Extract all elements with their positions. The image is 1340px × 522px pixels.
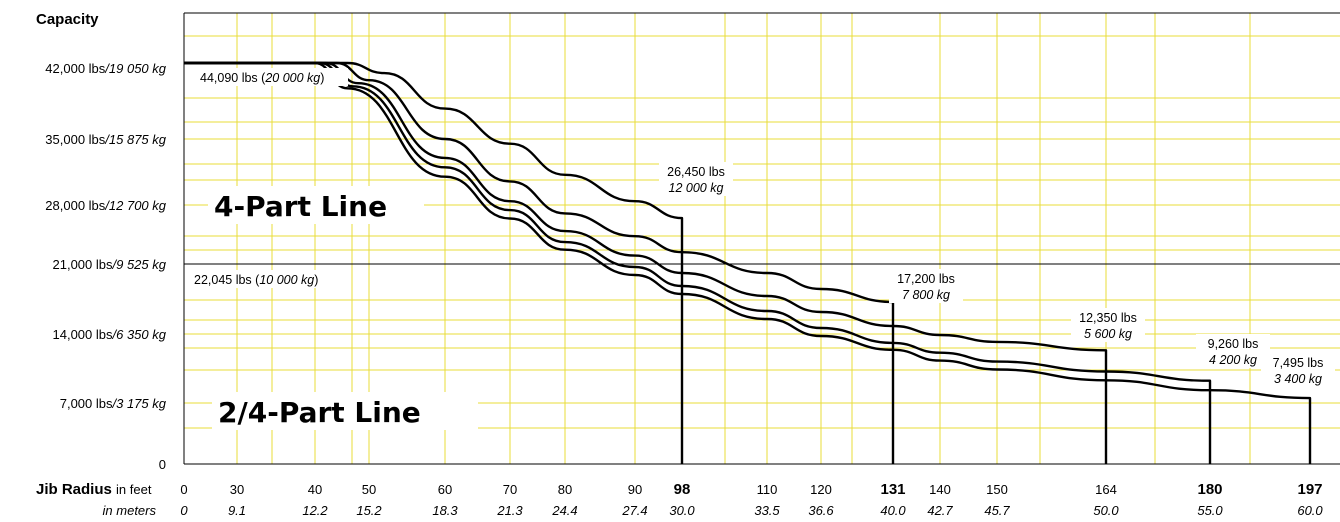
x-tick-label-ft: 180 (1197, 481, 1222, 498)
x-tick-label-m: 50.0 (1093, 503, 1119, 518)
y-tick-label: 7,000 lbs/3 175 kg (60, 396, 167, 411)
plot-frame (183, 12, 1340, 465)
x-tick-label-m: 21.3 (496, 503, 523, 518)
mode-divider-label-bg (190, 270, 350, 288)
load-curves (184, 61, 1312, 464)
mode-divider-label: 22,045 lbs (10 000 kg) (194, 273, 318, 287)
y-tick-label: 35,000 lbs/15 875 kg (45, 132, 166, 147)
x-tick-label-ft: 140 (929, 482, 951, 497)
x-tick-label-ft: 40 (308, 482, 322, 497)
x-tick-label-m: 9.1 (228, 503, 246, 518)
x-tick-label-m: 0 (180, 503, 188, 518)
x-tick-label-ft: 150 (986, 482, 1008, 497)
x-tick-label-m: 24.4 (551, 503, 577, 518)
y-tick-label: 0 (159, 457, 166, 472)
x-tick-label-m: 55.0 (1197, 503, 1223, 518)
y-tick-label: 28,000 lbs/12 700 kg (45, 198, 166, 213)
max-capacity-label-bg (196, 68, 348, 86)
x-tick-label-m: 33.5 (754, 503, 780, 518)
region-label-4part-bg (208, 186, 424, 224)
region-label-4part: 4-Part Line (214, 190, 387, 223)
end-label-kg-131ft: 7 800 kg (902, 288, 950, 302)
x-tick-label-ft: 98 (674, 481, 691, 498)
end-label-kg-164ft: 5 600 kg (1084, 327, 1132, 341)
end-label-lbs-180ft: 9,260 lbs (1208, 337, 1259, 351)
x-tick-label-ft: 131 (880, 481, 905, 498)
x-tick-label-ft: 80 (558, 482, 572, 497)
x-tick-label-m: 27.4 (621, 503, 647, 518)
end-label-lbs-197ft: 7,495 lbs (1273, 356, 1324, 370)
x-tick-label-m: 42.7 (927, 503, 953, 518)
x-tick-label-ft: 164 (1095, 482, 1117, 497)
y-axis-title: Capacity (36, 11, 99, 28)
load-curve-164ft (184, 61, 1108, 464)
end-label-bg-180 (1196, 334, 1270, 368)
x-axis-title: Jib Radius in feet (36, 481, 152, 498)
end-label-bg-164 (1071, 308, 1145, 342)
x-tick-label-ft: 197 (1297, 481, 1322, 498)
x-tick-label-ft: 90 (628, 482, 642, 497)
load-curve-131ft (184, 61, 895, 464)
x-tick-label-m: 36.6 (808, 503, 834, 518)
y-tick-label: 21,000 lbs/9 525 kg (53, 257, 167, 272)
x-tick-label-m: 45.7 (984, 503, 1010, 518)
x-tick-label-m: 12.2 (302, 503, 328, 518)
load-curve-180ft (184, 61, 1212, 464)
end-label-bg-131 (889, 269, 963, 303)
end-label-lbs-164ft: 12,350 lbs (1079, 311, 1137, 325)
end-label-lbs-131ft: 17,200 lbs (897, 272, 955, 286)
max-capacity-label: 44,090 lbs (20 000 kg) (200, 71, 324, 85)
region-label-24part: 2/4-Part Line (218, 396, 421, 429)
end-label-kg-98ft: 12 000 kg (669, 181, 724, 195)
x-tick-label-m: 30.0 (669, 503, 695, 518)
y-tick-label: 14,000 lbs/6 350 kg (53, 327, 167, 342)
x-tick-label-m: 18.3 (432, 503, 458, 518)
end-label-lbs-98ft: 26,450 lbs (667, 165, 725, 179)
load-curve-98ft (184, 61, 684, 464)
grid (184, 13, 1340, 464)
x-tick-label-ft: 30 (230, 482, 244, 497)
x-tick-label-m: 15.2 (356, 503, 382, 518)
x-axis-subtitle: in meters (103, 503, 157, 518)
x-tick-label-ft: 60 (438, 482, 452, 497)
x-tick-label-ft: 0 (180, 482, 187, 497)
end-label-bg-197 (1261, 353, 1335, 387)
x-tick-label-m: 60.0 (1297, 503, 1323, 518)
labels: 44,090 lbs (20 000 kg) 22,045 lbs (10 000… (36, 11, 1335, 518)
x-tick-label-ft: 70 (503, 482, 517, 497)
x-tick-label-ft: 50 (362, 482, 376, 497)
end-label-kg-180ft: 4 200 kg (1209, 353, 1257, 367)
x-tick-label-m: 40.0 (880, 503, 906, 518)
y-tick-label: 42,000 lbs/19 050 kg (45, 61, 166, 76)
end-label-bg-98 (659, 162, 733, 196)
x-tick-label-ft: 110 (757, 482, 778, 497)
x-tick-label-ft: 120 (810, 482, 832, 497)
load-curve-197ft (184, 61, 1312, 464)
end-label-kg-197ft: 3 400 kg (1274, 372, 1322, 386)
region-label-24part-bg (212, 392, 478, 430)
